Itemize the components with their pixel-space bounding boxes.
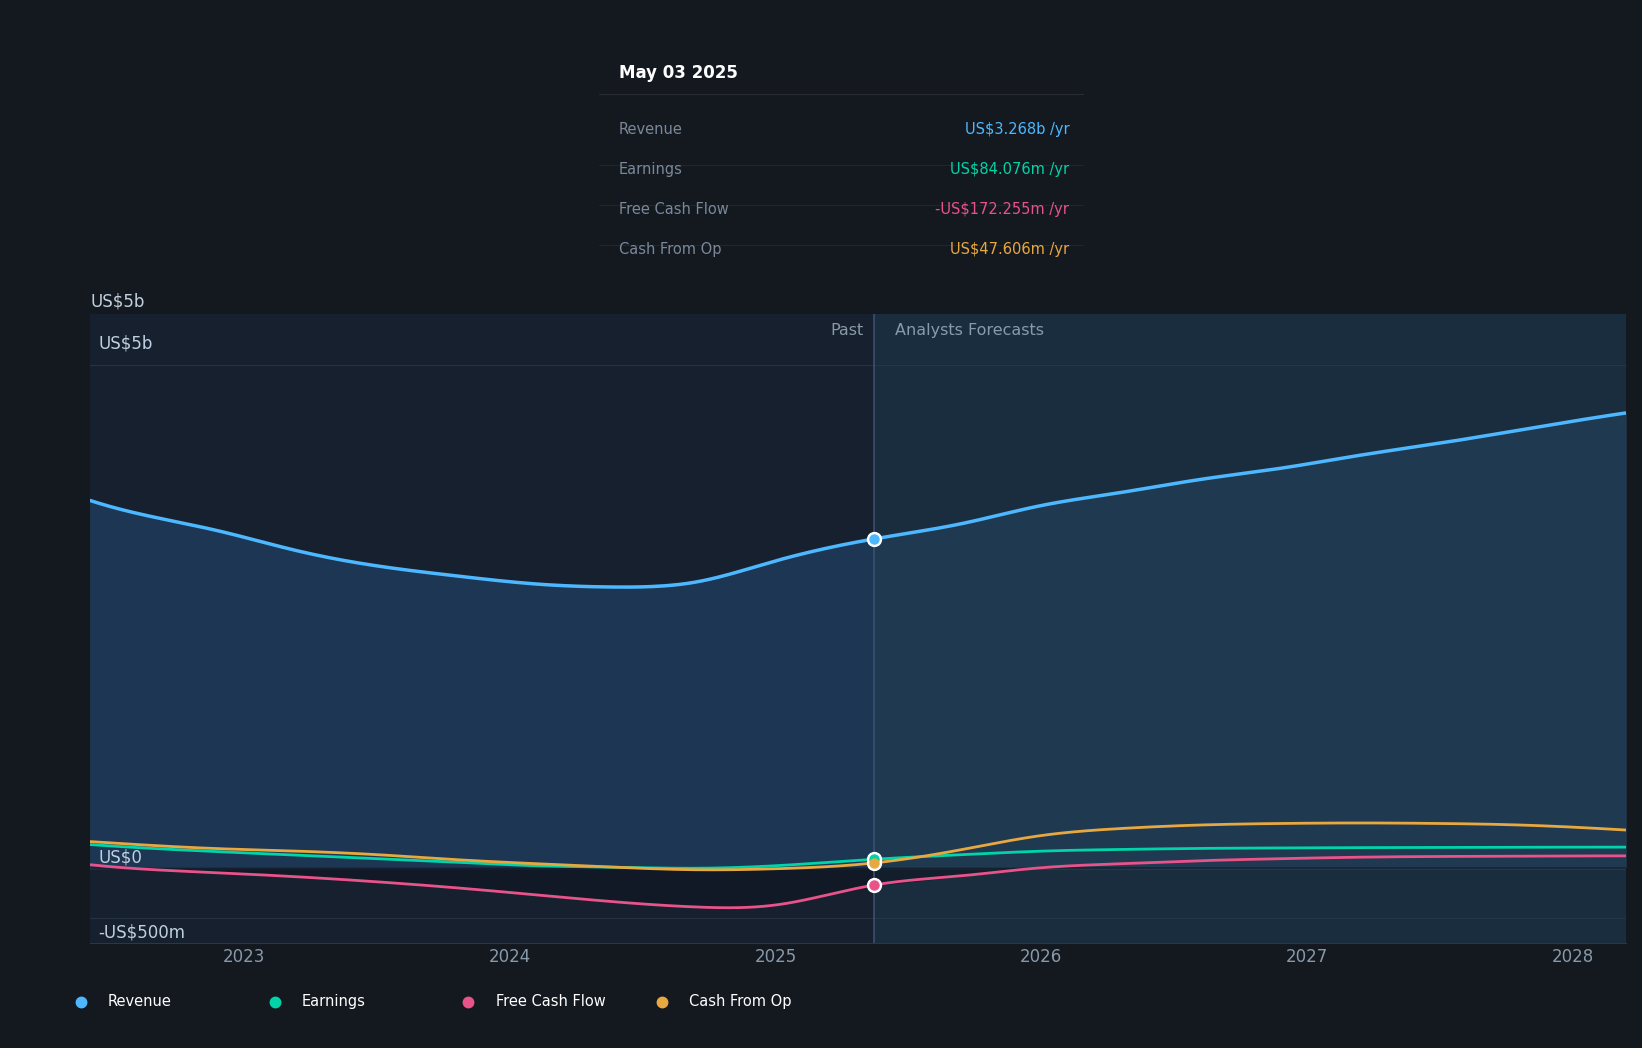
Text: Earnings: Earnings (302, 995, 366, 1009)
Text: US$5b: US$5b (99, 334, 153, 352)
Text: US$0: US$0 (99, 848, 143, 867)
Text: Free Cash Flow: Free Cash Flow (619, 202, 729, 217)
Text: Past: Past (829, 323, 864, 337)
Text: US$84.076m /yr: US$84.076m /yr (951, 162, 1069, 177)
Text: Analysts Forecasts: Analysts Forecasts (895, 323, 1044, 337)
Text: -US$172.255m /yr: -US$172.255m /yr (936, 202, 1069, 217)
Text: US$47.606m /yr: US$47.606m /yr (951, 242, 1069, 258)
Text: Revenue: Revenue (108, 995, 172, 1009)
Text: Earnings: Earnings (619, 162, 683, 177)
Bar (874, 314, 1626, 943)
Text: US$5b: US$5b (90, 292, 144, 311)
Text: Cash From Op: Cash From Op (690, 995, 791, 1009)
Text: -US$500m: -US$500m (99, 923, 186, 941)
Text: May 03 2025: May 03 2025 (619, 64, 737, 82)
Text: US$3.268b /yr: US$3.268b /yr (964, 123, 1069, 137)
Text: Revenue: Revenue (619, 123, 683, 137)
Text: Cash From Op: Cash From Op (619, 242, 721, 258)
Text: Free Cash Flow: Free Cash Flow (496, 995, 606, 1009)
